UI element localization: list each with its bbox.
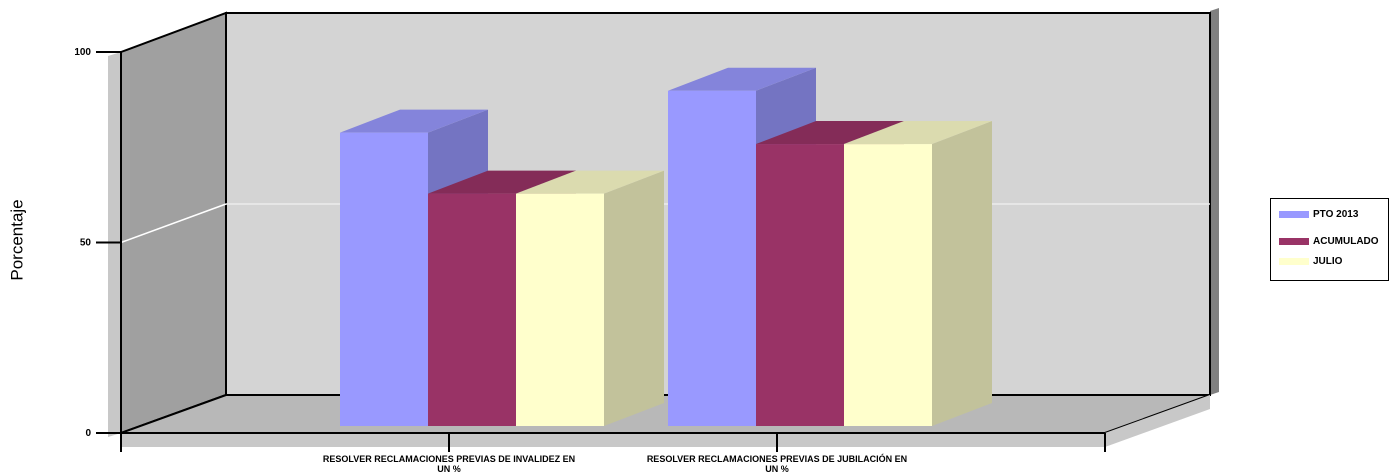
floor-edge-right [1105, 395, 1210, 447]
legend: PTO 2013 ACUMULADO JULIO [1270, 198, 1389, 281]
legend-swatch [1279, 237, 1309, 245]
bar-front [428, 193, 516, 426]
bars [340, 67, 992, 426]
bar [516, 170, 664, 426]
bar-top [668, 67, 816, 91]
bar-front [668, 90, 756, 426]
x-tick-label: RESOLVER RECLAMACIONES PREVIAS DE INVALI… [323, 454, 575, 474]
legend-label: ACUMULADO [1313, 235, 1379, 247]
legend-item: PTO 2013 [1279, 208, 1358, 220]
bar-front [516, 193, 604, 426]
bar-front [340, 132, 428, 426]
legend-swatch [1279, 257, 1309, 265]
bar-front [844, 144, 932, 426]
bar-top [340, 109, 488, 133]
legend-item: JULIO [1279, 255, 1342, 267]
y-tick-label: 0 [85, 428, 91, 439]
axes: 0 50 100 RESOLVER RECLAMACIONES PREVIAS DE … [74, 47, 1106, 474]
y-axis-label: Porcentaje [8, 199, 27, 281]
left-wall-shadow [108, 52, 121, 437]
y-tick-label: 100 [74, 47, 91, 58]
y-axis-label-wrap: Porcentaje [6, 150, 30, 330]
x-tick-label: RESOLVER RECLAMACIONES PREVIAS DE JUBILA… [647, 453, 907, 474]
floor [120, 394, 1211, 434]
legend-label: JULIO [1313, 255, 1343, 267]
legend-item: ACUMULADO [1279, 235, 1379, 247]
y-tick-label: 50 [80, 238, 92, 249]
bar-front [756, 144, 844, 426]
bar-top [756, 121, 904, 145]
bar-top [428, 170, 576, 194]
bar-top [844, 121, 992, 145]
legend-swatch [1279, 210, 1309, 218]
bar-top [516, 170, 664, 194]
bar-side [604, 170, 664, 426]
gridline-side [120, 203, 227, 244]
floor-edge [121, 433, 1105, 447]
bar-side [932, 121, 992, 426]
back-wall-shadow [1210, 8, 1219, 395]
bar [844, 121, 992, 426]
legend-label: PTO 2013 [1313, 208, 1359, 220]
